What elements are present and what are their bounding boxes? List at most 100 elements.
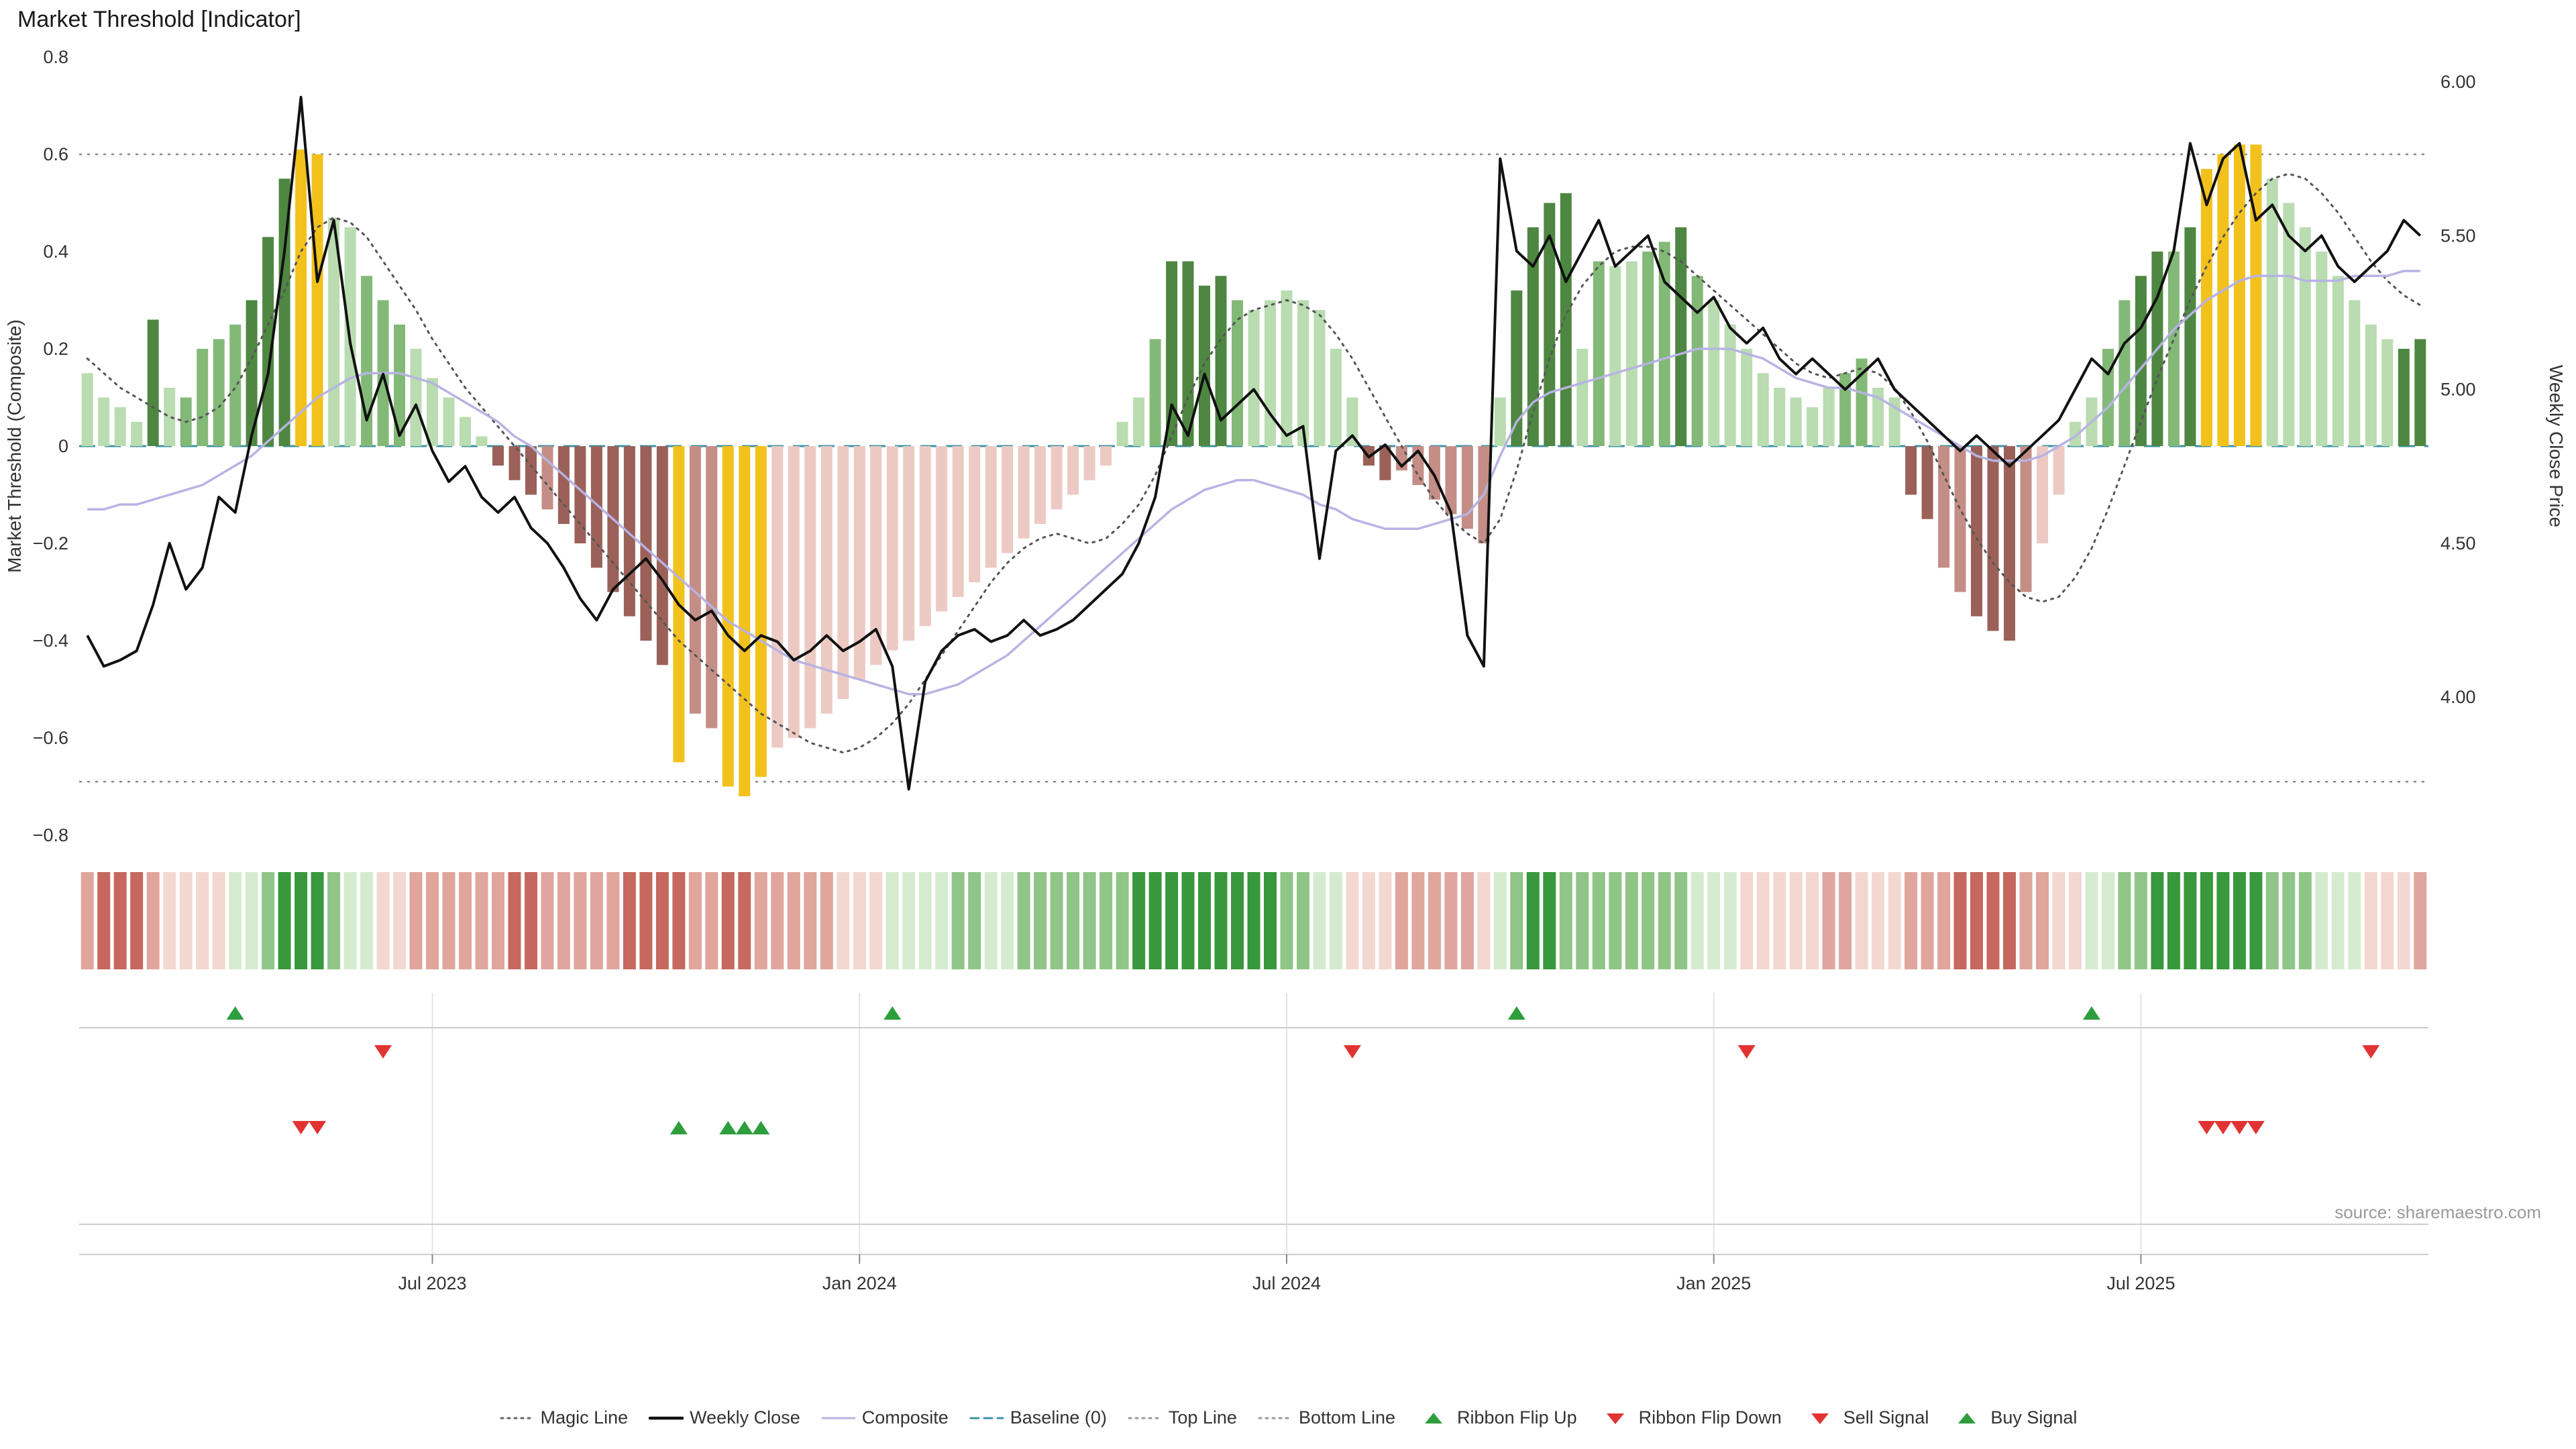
composite-bar <box>427 378 438 446</box>
composite-bar <box>1265 300 1276 446</box>
ribbon-cell <box>426 872 439 969</box>
ribbon-cell <box>278 872 291 969</box>
legend-item: Bottom Line <box>1257 1407 1395 1428</box>
sell-signal-marker <box>2247 1121 2265 1134</box>
ribbon-cell <box>1921 872 1934 969</box>
composite-bar <box>2070 421 2081 447</box>
ribbon-cell <box>1559 872 1572 969</box>
composite-bar <box>492 446 504 466</box>
ribbon-cell <box>1592 872 1605 969</box>
composite-bar <box>985 446 997 568</box>
composite-bar <box>246 300 258 446</box>
ribbon-cell <box>393 872 406 969</box>
composite-bar <box>1313 310 1326 446</box>
composite-bar <box>623 446 635 616</box>
x-axis-tick: Jul 2025 <box>2106 1273 2175 1293</box>
ribbon-cell <box>343 872 357 969</box>
composite-bar <box>1199 285 1210 447</box>
ribbon-cell <box>1411 872 1425 969</box>
composite-bar <box>1182 261 1194 446</box>
ribbon-cell <box>853 872 866 969</box>
ribbon-cell <box>1756 872 1770 969</box>
composite-bar <box>2381 339 2394 446</box>
ribbon-cell <box>754 872 767 969</box>
composite-bar <box>2167 252 2180 446</box>
composite-bar <box>147 319 159 446</box>
ribbon-cell <box>2151 872 2164 969</box>
composite-bar <box>394 324 405 447</box>
legend: Magic Line Weekly Close Composite Baseline … <box>0 1407 2576 1428</box>
composite-bar <box>936 446 948 612</box>
composite-bar <box>2365 324 2377 447</box>
composite-bar <box>1445 446 1457 515</box>
ribbon-cell <box>113 872 127 969</box>
ribbon-cell <box>2118 872 2131 969</box>
ribbon-cell <box>1855 872 1868 969</box>
ribbon-cell <box>1017 872 1030 969</box>
ribbon-cell <box>508 872 521 969</box>
ribbon-cell <box>2397 872 2410 969</box>
ribbon-cell <box>2233 872 2246 969</box>
ribbon-cell <box>2348 872 2361 969</box>
legend-label: Magic Line <box>540 1407 629 1428</box>
composite-bar <box>919 446 931 627</box>
composite-bar <box>164 388 176 446</box>
composite-bar <box>1741 349 1753 446</box>
composite-bar <box>952 446 964 597</box>
buy-signal-marker <box>752 1121 770 1134</box>
ribbon-cell <box>918 872 932 969</box>
composite-bar <box>2200 168 2212 447</box>
ribbon-cell <box>2282 872 2296 969</box>
composite-bar <box>820 446 833 714</box>
composite-bar <box>574 446 586 543</box>
left-axis-tick: 0.2 <box>43 339 68 359</box>
ribbon-cell <box>1609 872 1622 969</box>
composite-bar <box>1856 358 1868 446</box>
composite-bar <box>1034 446 1046 524</box>
ribbon-cell <box>771 872 784 969</box>
ribbon-cell <box>2249 872 2263 969</box>
ribbon-cell <box>1658 872 1671 969</box>
composite-bar <box>229 324 241 447</box>
x-axis-tick: Jan 2024 <box>822 1273 897 1293</box>
ribbon-cell <box>639 872 653 969</box>
legend-label: Ribbon Flip Down <box>1638 1407 1782 1428</box>
ribbon-cell <box>1872 872 1885 969</box>
composite-bar <box>1215 276 1227 447</box>
ribbon-cell <box>541 872 554 969</box>
composite-bar <box>2250 144 2262 446</box>
x-axis-tick: Jan 2025 <box>1676 1273 1751 1293</box>
ribbon-cell <box>672 872 686 969</box>
composite-bar <box>2266 178 2278 447</box>
ribbon-cell <box>1214 872 1228 969</box>
left-axis-tick: −0.6 <box>33 728 68 748</box>
legend-label: Sell Signal <box>1843 1407 1929 1428</box>
ribbon-cell <box>130 872 144 969</box>
ribbon-cell <box>1707 872 1721 969</box>
ribbon-cell <box>2167 872 2180 969</box>
ribbon-cell <box>1132 872 1146 969</box>
sell-signal-marker <box>2231 1121 2249 1134</box>
ribbon-cell <box>1067 872 1080 969</box>
composite-bar <box>1100 446 1112 466</box>
legend-item: Composite <box>820 1407 949 1428</box>
composite-bar <box>689 446 701 714</box>
ribbon-cell <box>1953 872 1967 969</box>
composite-bar <box>1067 446 1079 495</box>
ribbon-cell <box>492 872 504 969</box>
left-axis-tick: −0.2 <box>33 533 68 553</box>
composite-bar <box>2037 446 2048 543</box>
ribbon-cell <box>1181 872 1195 969</box>
composite-bar <box>508 446 521 480</box>
ribbon-cell <box>376 872 390 969</box>
left-axis-tick: 0.4 <box>43 241 68 262</box>
composite-bar <box>1461 446 1473 529</box>
ribbon-cell <box>574 872 587 969</box>
ribbon-cell <box>179 872 193 969</box>
ribbon-cell <box>2036 872 2049 969</box>
composite-bar <box>1987 446 1999 631</box>
composite-bar <box>640 446 652 641</box>
composite-bar <box>1494 397 1506 446</box>
composite-bar <box>788 446 800 738</box>
composite-bar <box>2233 144 2245 446</box>
